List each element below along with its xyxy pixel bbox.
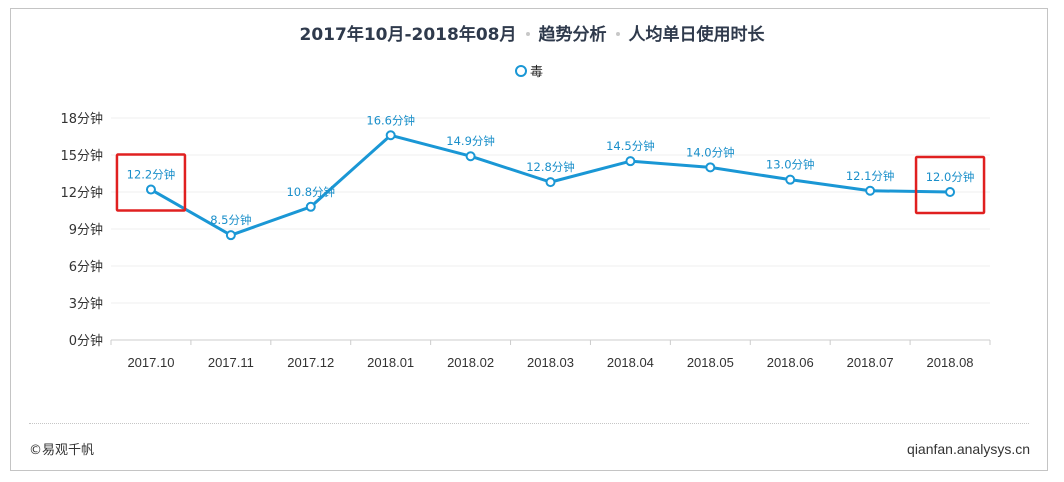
- data-point[interactable]: [385, 130, 396, 141]
- legend-circle-icon: [515, 64, 527, 77]
- data-label: 12.1分钟: [846, 169, 895, 183]
- data-point[interactable]: [945, 187, 956, 197]
- x-tick-label: 2018.02: [447, 355, 494, 370]
- data-label: 14.9分钟: [446, 134, 495, 148]
- start-highlight-box: [115, 153, 187, 212]
- y-tick-label: 18分钟: [60, 111, 103, 127]
- highlight-boxes: [115, 153, 986, 215]
- copyright-text: ©易观千帆: [29, 443, 95, 458]
- data-label: 10.8分钟: [286, 185, 335, 199]
- data-label: 12.0分钟: [926, 170, 975, 184]
- y-tick-label: 0分钟: [69, 333, 103, 349]
- series-du: 12.2分钟 8.5分钟 10.8分钟 16.6分钟 14.9分钟 12.8分钟 14.5分…: [127, 113, 975, 241]
- title-separator-dot: [525, 31, 530, 36]
- x-tick-label: 2018.08: [927, 355, 974, 370]
- data-label: 13.0分钟: [766, 158, 815, 172]
- y-tick-label: 3分钟: [69, 296, 103, 312]
- x-tick-label: 2018.03: [527, 355, 574, 370]
- chart-frame: [10, 8, 1048, 471]
- data-point[interactable]: [465, 151, 476, 162]
- data-point[interactable]: [225, 230, 236, 241]
- data-point[interactable]: [705, 162, 716, 173]
- data-point[interactable]: [785, 174, 796, 185]
- grid-lines: [111, 117, 990, 304]
- y-tick-label: 15分钟: [60, 148, 103, 164]
- footer-divider: [29, 423, 1029, 424]
- title-date-range: 2017年10月-2018年08月: [299, 25, 517, 45]
- x-tick-label: 2018.07: [847, 355, 894, 370]
- x-tick-label: 2018.06: [767, 355, 814, 370]
- legend-item-du[interactable]: 毒: [515, 61, 543, 80]
- data-label: 8.5分钟: [210, 213, 251, 227]
- y-tick-label: 6分钟: [69, 259, 103, 275]
- x-tick-label: 2018.04: [607, 355, 654, 370]
- data-point[interactable]: [145, 184, 156, 195]
- data-label: 12.8分钟: [526, 160, 575, 174]
- title-separator-dot: [615, 31, 620, 36]
- data-point[interactable]: [545, 177, 556, 188]
- data-point[interactable]: [865, 185, 876, 196]
- y-axis: 0分钟 3分钟 6分钟 9分钟 12分钟 15分钟 18分钟: [60, 111, 103, 349]
- title-analysis-type: 趋势分析: [538, 25, 607, 45]
- chart-title: 2017年10月-2018年08月 趋势分析 人均单日使用时长: [0, 20, 1064, 45]
- source-site: qianfan.analysys.cn: [907, 441, 1030, 457]
- data-label: 12.2分钟: [127, 168, 176, 182]
- data-point[interactable]: [625, 156, 636, 167]
- x-tick-label: 2017.12: [287, 355, 334, 370]
- x-tick-label: 2017.11: [208, 355, 254, 370]
- x-tick-label: 2018.01: [367, 355, 414, 370]
- x-tick-label: 2018.05: [687, 355, 734, 370]
- data-label: 16.6分钟: [366, 113, 415, 127]
- data-label: 14.5分钟: [606, 139, 655, 153]
- x-tick-label: 2017.10: [127, 355, 174, 370]
- legend-label: 毒: [530, 65, 544, 80]
- y-tick-label: 12分钟: [60, 185, 103, 201]
- x-axis: 2017.10 2017.11 2017.12 2018.01 2018.02 2018.…: [110, 339, 991, 370]
- title-metric: 人均单日使用时长: [628, 25, 765, 45]
- y-tick-label: 9分钟: [69, 222, 103, 238]
- data-label: 14.0分钟: [686, 145, 735, 159]
- data-point[interactable]: [305, 201, 316, 212]
- end-highlight-box: [914, 155, 986, 215]
